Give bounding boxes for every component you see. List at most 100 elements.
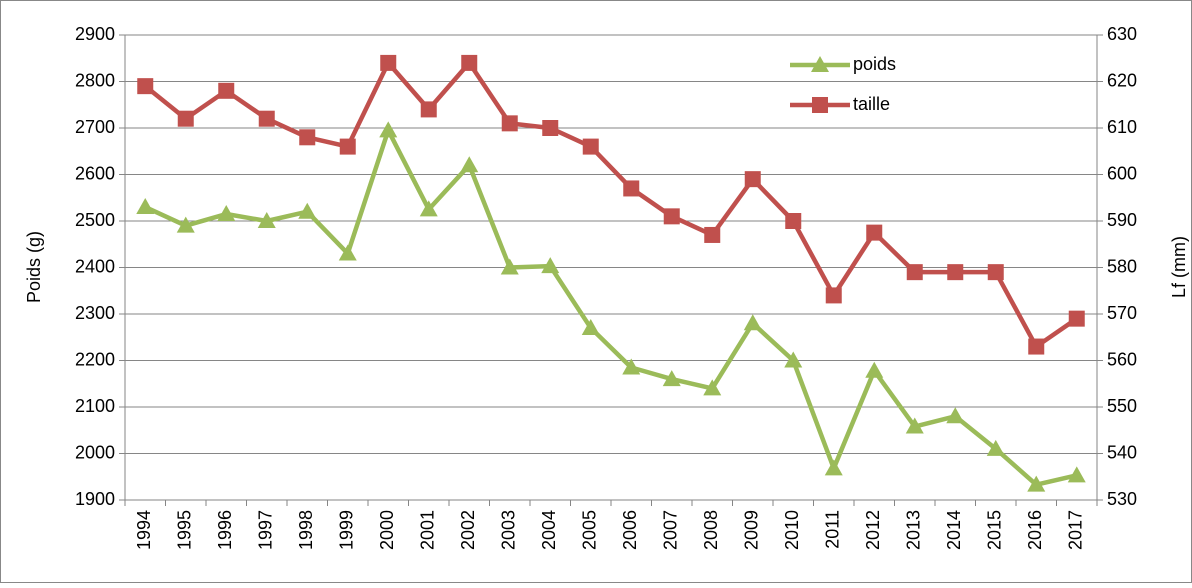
x-tick-label: 2009 <box>742 510 762 550</box>
marker <box>582 138 599 155</box>
marker <box>623 180 640 197</box>
marker <box>257 212 276 228</box>
marker <box>581 318 600 335</box>
marker <box>176 216 195 233</box>
series-line <box>144 128 1078 487</box>
marker <box>704 226 721 243</box>
y2-tick-label: 590 <box>1107 210 1137 230</box>
y-tick-label: 2800 <box>75 70 115 90</box>
marker <box>866 224 883 241</box>
x-tick-label: 2011 <box>823 510 843 549</box>
marker <box>622 358 641 375</box>
x-tick-label: 2013 <box>904 510 924 550</box>
marker <box>947 264 964 281</box>
marker <box>420 101 437 118</box>
y2-tick-label: 530 <box>1107 489 1137 509</box>
x-tick-label: 1999 <box>337 510 357 550</box>
x-tick-label: 1997 <box>256 510 276 550</box>
y2-tick-label: 600 <box>1107 163 1137 183</box>
x-tick-label: 2017 <box>1066 510 1086 550</box>
x-tick-label: 2000 <box>377 510 397 550</box>
x-tick-label: 2010 <box>782 510 802 550</box>
marker <box>987 264 1004 281</box>
marker <box>743 314 762 331</box>
x-tick-label: 2007 <box>661 510 681 550</box>
y-tick-label: 2300 <box>75 303 115 323</box>
y-tick-label: 2700 <box>75 117 115 137</box>
y-tick-label: 2600 <box>75 163 115 183</box>
y2-tick-label: 610 <box>1107 117 1137 137</box>
y2-axis-title: Lf (mm) <box>1169 236 1189 298</box>
x-tick-label: 2003 <box>499 510 519 550</box>
x-tick-label: 2015 <box>985 510 1005 550</box>
marker <box>338 244 357 261</box>
marker <box>663 208 680 225</box>
marker <box>299 129 316 146</box>
x-tick-label: 2014 <box>944 510 964 550</box>
y-tick-label: 2400 <box>75 256 115 276</box>
marker <box>380 54 397 71</box>
x-tick-label: 2001 <box>418 510 438 550</box>
x-tick-label: 2012 <box>863 510 883 550</box>
marker <box>137 78 154 95</box>
marker <box>812 97 828 113</box>
marker <box>986 439 1005 456</box>
marker <box>703 379 722 396</box>
y2-tick-label: 550 <box>1107 396 1137 416</box>
y-tick-label: 2500 <box>75 210 115 230</box>
marker <box>541 257 560 274</box>
x-tick-label: 2006 <box>620 510 640 550</box>
marker <box>460 156 479 173</box>
x-tick-label: 2004 <box>539 510 559 550</box>
marker <box>461 54 478 71</box>
marker <box>1027 475 1046 492</box>
marker <box>136 198 155 215</box>
marker <box>785 213 802 229</box>
x-tick-label: 2002 <box>458 510 478 550</box>
marker <box>784 351 803 368</box>
y-tick-label: 2100 <box>75 396 115 416</box>
marker <box>258 110 275 127</box>
y-tick-label: 1900 <box>75 489 115 509</box>
y2-tick-label: 560 <box>1107 349 1137 369</box>
marker <box>217 205 236 222</box>
marker <box>501 115 518 132</box>
y-tick-label: 2900 <box>75 24 115 44</box>
marker <box>811 56 829 72</box>
marker <box>744 171 761 188</box>
marker <box>419 200 438 217</box>
legend-label: poids <box>853 54 896 74</box>
y2-tick-label: 570 <box>1107 303 1137 323</box>
marker <box>662 370 681 387</box>
marker <box>500 258 519 275</box>
marker <box>379 121 398 138</box>
x-tick-label: 2008 <box>701 510 721 550</box>
marker <box>339 138 356 155</box>
marker <box>946 407 965 424</box>
y-tick-label: 2000 <box>75 442 115 462</box>
marker <box>177 110 194 127</box>
marker <box>1028 338 1045 355</box>
y2-tick-label: 620 <box>1107 70 1137 90</box>
x-tick-label: 1996 <box>215 510 235 550</box>
marker <box>1068 310 1085 327</box>
marker <box>825 287 842 304</box>
marker <box>298 202 317 219</box>
marker <box>542 120 559 136</box>
marker <box>218 82 235 99</box>
y2-tick-label: 580 <box>1107 256 1137 276</box>
x-tick-label: 1998 <box>296 510 316 550</box>
marker <box>906 264 923 281</box>
marker <box>1067 466 1086 483</box>
x-tick-label: 2005 <box>580 510 600 550</box>
y2-tick-label: 630 <box>1107 24 1137 44</box>
x-tick-label: 2016 <box>1025 510 1045 550</box>
marker <box>824 459 843 476</box>
y2-tick-label: 540 <box>1107 442 1137 462</box>
y-axis-title: Poids (g) <box>24 231 44 303</box>
x-tick-label: 1994 <box>134 510 154 550</box>
marker <box>905 417 924 434</box>
x-tick-label: 1995 <box>175 510 195 550</box>
